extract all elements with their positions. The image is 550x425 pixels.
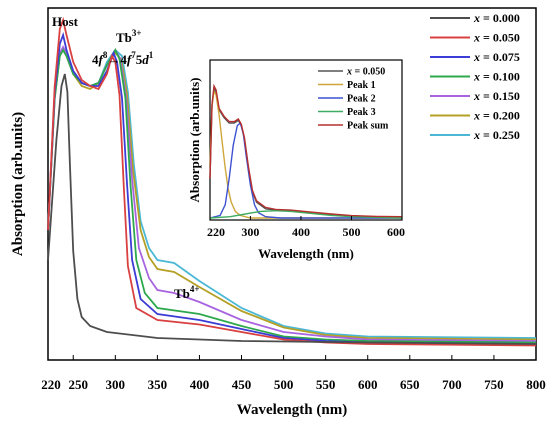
legend-label-x-0-250: x = 0.250 xyxy=(473,128,520,142)
legend-label-x-0-200: x = 0.200 xyxy=(473,109,520,123)
inset-legend-label-peak-sum: Peak sum xyxy=(347,121,389,132)
inset-plot-frame xyxy=(209,59,403,221)
main-x-ticks: 220 250 300 350 400 450 500 550 600 650 700 750 800 xyxy=(41,355,546,392)
tb4-annotation: Tb4+ xyxy=(174,284,200,301)
transition-annotation: 4f8→4f75d1 xyxy=(92,50,154,67)
x-tick-label-300: 300 xyxy=(106,377,126,392)
inset-x-axis-title: Wavelength (nm) xyxy=(258,246,354,261)
x-tick-label-800: 800 xyxy=(526,377,546,392)
transition-part-8: d xyxy=(142,52,149,67)
x-tick-label-650: 650 xyxy=(400,377,420,392)
series-line-x-0-075 xyxy=(47,31,537,345)
main-y-axis-title: Absorption (arb.units) xyxy=(10,112,26,256)
main-series-group xyxy=(47,16,537,347)
main-legend: x = 0.000 x = 0.050 x = 0.075 x = 0.100 x = … xyxy=(430,11,520,142)
legend-label-x-0-050: x = 0.050 xyxy=(473,31,520,45)
transition-part-6: 7 xyxy=(131,50,136,60)
series-line-x-0-100 xyxy=(47,48,537,344)
inset-x-tick-label-220: 220 xyxy=(207,225,225,239)
series-line-x-0-050 xyxy=(47,16,537,347)
transition-part-7: 5 xyxy=(136,52,143,67)
inset-legend-label-0-050: x = 0.050 xyxy=(346,67,385,78)
x-tick-label-750: 750 xyxy=(484,377,504,392)
main-plot-frame xyxy=(47,7,537,361)
transition-part-3: 8 xyxy=(103,50,108,60)
legend-label-x-0-000: x = 0.000 xyxy=(473,11,520,25)
legend-label-x-0-100: x = 0.100 xyxy=(473,70,520,84)
inset-series-group xyxy=(209,83,403,219)
main-x-axis-title: Wavelength (nm) xyxy=(237,402,347,418)
transition-part-4: →4 xyxy=(107,52,127,67)
x-tick-label-450: 450 xyxy=(232,377,252,392)
inset-x-tick-label-300: 300 xyxy=(241,225,259,239)
host-annotation: Host xyxy=(52,14,79,29)
x-tick-label-600: 600 xyxy=(358,377,378,392)
tb4-superscript: 4+ xyxy=(190,284,200,294)
inset-legend-label-peak-2: Peak 2 xyxy=(347,94,376,105)
transition-part-9: 1 xyxy=(149,50,154,60)
legend-label-x-0-075: x = 0.075 xyxy=(473,50,520,64)
inset-x-tick-label-500: 500 xyxy=(342,225,360,239)
series-line-x-0-000 xyxy=(47,73,537,345)
tb4-label: Tb xyxy=(174,286,190,301)
inset-legend: x = 0.050 Peak 1 Peak 2 Peak 3 Peak sum xyxy=(318,67,389,132)
x-tick-label-350: 350 xyxy=(148,377,168,392)
inset-plot: 220 300 400 500 600 Wavelength (nm) Absorpti… xyxy=(187,59,405,261)
inset-x-ticks: 220 300 400 500 600 xyxy=(207,216,405,239)
inset-legend-label-peak-1: Peak 1 xyxy=(347,80,376,91)
inset-legend-label-peak-3: Peak 3 xyxy=(347,107,376,118)
tb3-superscript: 3+ xyxy=(132,28,142,38)
inset-x-tick-label-600: 600 xyxy=(387,225,405,239)
x-tick-label-550: 550 xyxy=(316,377,336,392)
inset-y-axis-title: Absorption (arb.units) xyxy=(187,78,202,203)
transition-part-1: 4 xyxy=(92,52,99,67)
x-tick-label-400: 400 xyxy=(190,377,210,392)
x-tick-label-220: 220 xyxy=(41,377,61,392)
tb3-label: Tb xyxy=(116,30,132,45)
inset-series-line-peak-sum xyxy=(209,83,403,218)
legend-label-x-0-150: x = 0.150 xyxy=(473,89,520,103)
inset-x-tick-label-400: 400 xyxy=(292,225,310,239)
x-tick-label-500: 500 xyxy=(274,377,294,392)
inset-series-line-peak-3 xyxy=(209,209,403,219)
x-tick-label-700: 700 xyxy=(442,377,462,392)
transition-part-2: f xyxy=(99,52,105,67)
main-plot: 220 250 300 350 400 450 500 550 600 650 700 750 800 … xyxy=(10,7,546,418)
x-tick-label-250: 250 xyxy=(68,377,88,392)
transition-part-5: f xyxy=(127,52,133,67)
tb3-annotation: Tb3+ xyxy=(116,28,142,45)
